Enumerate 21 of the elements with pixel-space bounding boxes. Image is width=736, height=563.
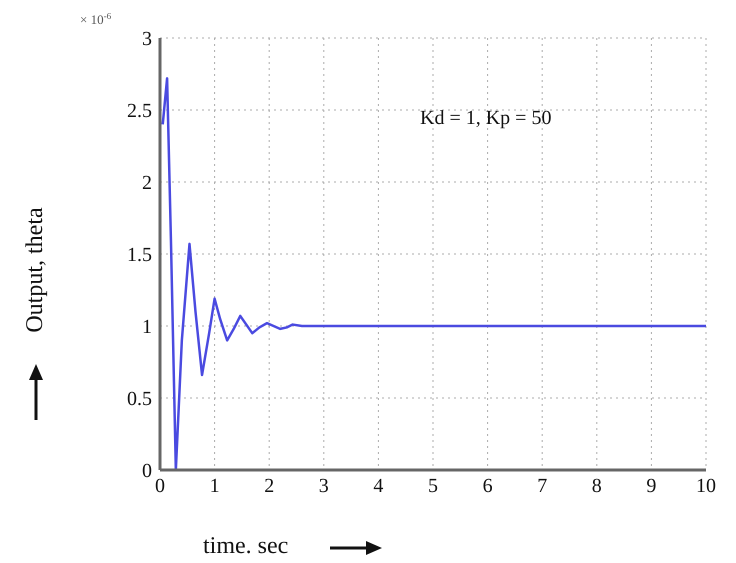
y-axis-title: Output, theta — [22, 207, 48, 333]
x-tick-label: 5 — [428, 475, 438, 498]
x-tick-label: 1 — [210, 475, 220, 498]
y-tick-label: 0 — [142, 460, 152, 482]
x-tick-label: 4 — [373, 475, 384, 498]
y-tick-label: 2 — [142, 172, 152, 194]
x-tick-label: 6 — [482, 475, 493, 498]
x-tick-label: 8 — [592, 475, 602, 498]
text: × 10$^{-6}$ — [80, 11, 112, 27]
x-tick-label: 3 — [318, 475, 329, 498]
y-tick-label: 2.5 — [127, 100, 152, 122]
x-tick-label: 9 — [646, 475, 656, 498]
x-axis-title: time. sec — [203, 533, 288, 559]
y-tick-label: 1.5 — [127, 244, 152, 266]
x-tick-label: 7 — [537, 475, 548, 498]
y-tick-label: 1 — [142, 316, 152, 338]
annotation: Kd = 1, Kp = 50 — [420, 107, 552, 129]
x-tick-label: 10 — [696, 475, 716, 498]
x-tick-label: 2 — [264, 475, 274, 498]
y-tick-label: 3 — [142, 28, 152, 50]
y-tick-label: 0.5 — [127, 388, 152, 410]
